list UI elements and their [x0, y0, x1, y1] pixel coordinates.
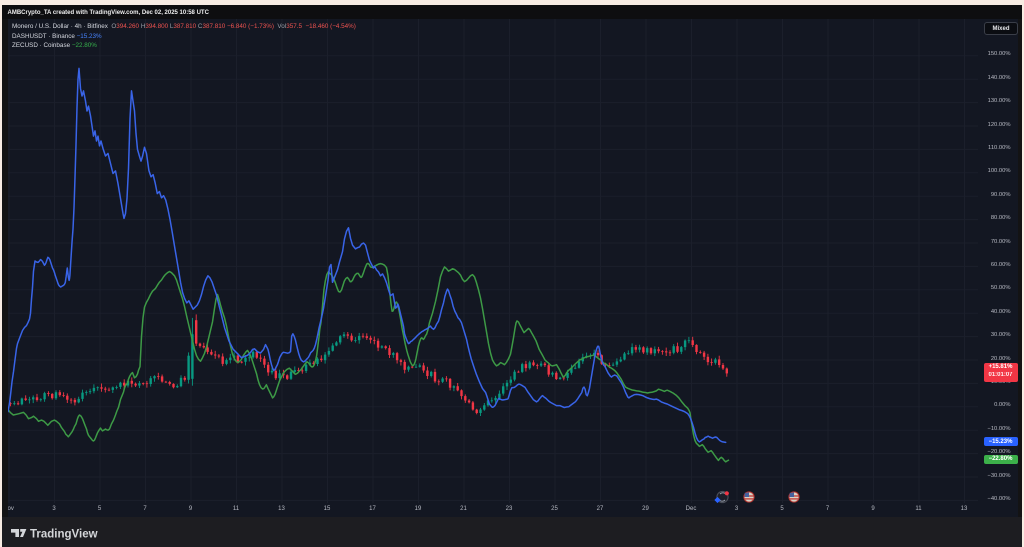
svg-text:TradingView: TradingView	[30, 529, 98, 541]
